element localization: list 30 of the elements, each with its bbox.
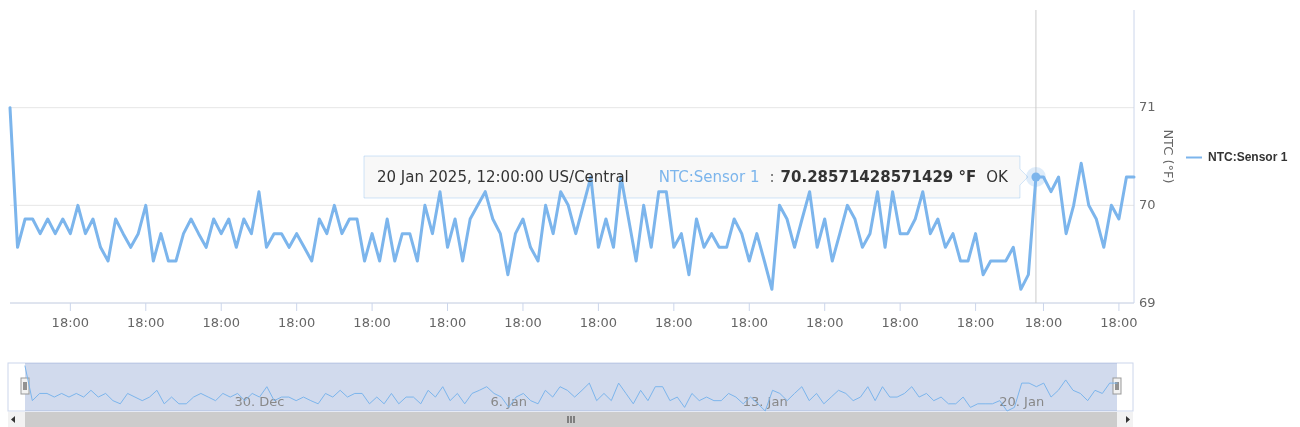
y-axis-title: NTC (°F): [1161, 129, 1176, 184]
x-tick-label: 18:00: [202, 315, 240, 330]
x-tick-label: 18:00: [956, 315, 995, 330]
x-tick-label: 18:00: [428, 315, 467, 330]
x-tick-label: 18:00: [579, 315, 618, 330]
x-tick-label: 18:00: [1100, 315, 1138, 330]
y-tick-label: 70: [1139, 196, 1156, 212]
annotation: NTC:Sensor 1: [658, 167, 760, 186]
annotation: OK: [986, 167, 1010, 186]
x-tick-label: 30. Dec: [234, 394, 285, 409]
x-tick-label: 20. Jan: [999, 394, 1045, 409]
annotation: 20 Jan 2025, 12:00:00 US/Central: [377, 167, 629, 186]
annotation: :: [769, 167, 775, 186]
x-tick-label: 18:00: [51, 315, 90, 330]
x-tick-label: 18:00: [277, 315, 316, 330]
y-tick-label: 71: [1139, 99, 1156, 115]
x-tick-label: 18:00: [730, 315, 769, 330]
x-tick-label: 18:00: [805, 315, 844, 330]
legend-label: NTC:Sensor 1: [1208, 149, 1288, 164]
x-tick-label: 18:00: [504, 315, 542, 330]
x-tick-label: 18:00: [655, 315, 693, 330]
y-tick-label: 69: [1139, 294, 1156, 310]
x-tick-label: 18:00: [127, 315, 165, 330]
x-tick-label: 13. Jan: [742, 394, 788, 409]
x-tick-label: 6. Jan: [490, 394, 527, 409]
x-tick-label: 18:00: [881, 315, 919, 330]
x-tick-label: 18:00: [353, 315, 391, 330]
x-tick-label: 18:00: [1024, 315, 1063, 330]
annotation: 70.28571428571429 °F: [780, 167, 977, 186]
line-series: [8, 106, 1136, 291]
